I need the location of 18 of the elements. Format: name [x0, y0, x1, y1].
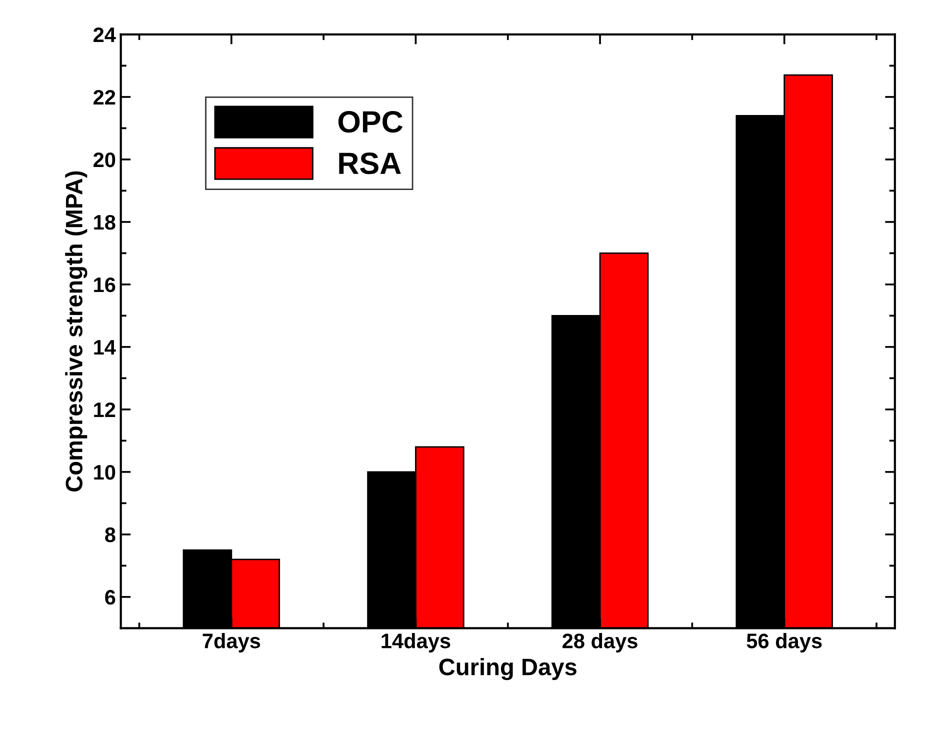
x-tick-label: 7days: [202, 633, 260, 652]
x-tick-label: 56 days: [746, 633, 822, 652]
x-tick-label: 28 days: [562, 633, 638, 652]
y-tick-label: 16: [94, 277, 116, 292]
legend-label: OPC: [338, 111, 403, 133]
legend-label: RSA: [339, 152, 401, 174]
x-tick-label: 14days: [382, 633, 450, 652]
x-axis-title: Curing Days: [439, 658, 576, 680]
y-tick-label: 10: [94, 464, 116, 480]
y-tick-label: 20: [94, 152, 116, 168]
y-tick-label: 12: [94, 402, 116, 417]
y-tick-label: 22: [94, 90, 116, 104]
y-tick-label: 8: [105, 527, 116, 542]
y-tick-label: 6: [105, 590, 116, 605]
y-tick-label: 14: [94, 340, 116, 354]
y-tick-label: 24: [94, 27, 116, 42]
y-tick-label: 18: [94, 214, 116, 230]
y-axis-title: Compressive strength (MPA): [65, 171, 88, 492]
